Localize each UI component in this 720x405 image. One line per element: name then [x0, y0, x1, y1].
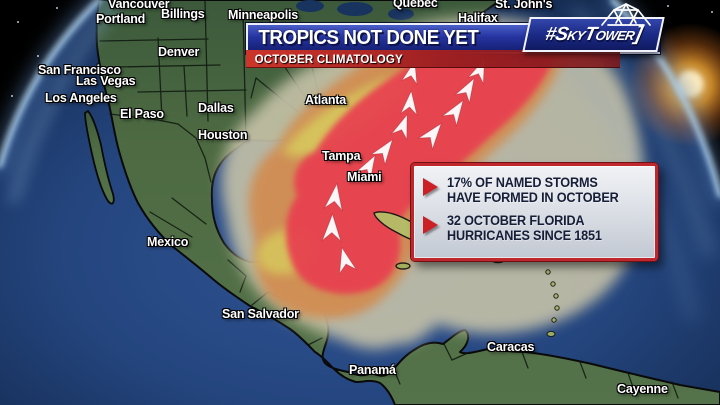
city-label-los-angeles: Los Angeles: [45, 91, 117, 105]
subtitle-text: OCTOBER CLIMATOLOGY: [254, 51, 403, 66]
climatology-overlays: [221, 17, 644, 349]
subtitle-banner: OCTOBER CLIMATOLOGY: [246, 50, 620, 68]
red-triangle-bullet-icon: [423, 178, 438, 196]
space-top-left: [0, 0, 99, 165]
storm-direction-arrow: [416, 122, 442, 151]
city-label-las-vegas: Las Vegas: [76, 74, 136, 88]
city-label-san-francisco: San Francisco: [38, 63, 121, 77]
storm-direction-arrow: [369, 138, 394, 166]
city-label-tampa: Tampa: [322, 149, 361, 163]
info-line: 17% OF NAMED STORMS: [447, 175, 598, 190]
city-label-quebec: Quebec: [393, 0, 438, 10]
info-line: HAVE FORMED IN OCTOBER: [447, 190, 619, 206]
city-label-miami: Miami: [347, 170, 382, 184]
city-label-san-salvador: San Salvador: [222, 307, 299, 321]
city-label-houston: Houston: [198, 128, 248, 142]
storm-direction-arrow: [399, 89, 418, 117]
lake: [337, 2, 373, 16]
skytower-hashtag-text: #SkyTower: [543, 24, 637, 45]
storm-direction-arrow: [323, 182, 343, 212]
lake: [296, 0, 324, 12]
info-item-text: 17% OF NAMED STORMS HAVE FORMED IN OCTOB…: [447, 175, 619, 205]
info-line: HURRICANES SINCE 1851: [447, 228, 602, 244]
info-item-text: 32 OCTOBER FLORIDA HURRICANES SINCE 1851: [447, 213, 602, 243]
lesser-antilles: [545, 269, 560, 338]
storm-direction-arrow: [321, 212, 342, 243]
skytower-dome-icon: [601, 3, 651, 26]
city-label-panam-: Panamá: [349, 363, 396, 377]
island-jamaica: [395, 262, 411, 270]
city-label-caracas: Caracas: [487, 340, 535, 354]
storm-direction-arrow: [441, 99, 464, 127]
headline-text: TROPICS NOT DONE YET: [258, 27, 479, 49]
city-label-cayenne: Cayenne: [617, 382, 668, 396]
red-triangle-bullet-icon: [423, 216, 438, 235]
city-label-denver: Denver: [158, 45, 200, 59]
info-item: 32 OCTOBER FLORIDA HURRICANES SINCE 1851: [423, 213, 647, 243]
city-label-halifax: Halifax: [458, 11, 498, 25]
city-label-minneapolis: Minneapolis: [228, 8, 299, 22]
lake: [388, 8, 414, 20]
storm-direction-arrow: [390, 113, 408, 141]
city-label-dallas: Dallas: [198, 101, 234, 115]
storm-direction-arrow: [355, 154, 376, 182]
info-line: 32 OCTOBER FLORIDA: [447, 213, 585, 229]
land-baja-california: [84, 109, 115, 205]
storm-direction-arrow: [339, 246, 358, 275]
city-label-mexico: Mexico: [147, 235, 189, 249]
city-label-st-john-s: St. John's: [495, 0, 553, 11]
city-label-atlanta: Atlanta: [305, 93, 346, 107]
city-label-billings: Billings: [161, 7, 205, 21]
city-label-portland: Portland: [96, 12, 146, 26]
city-label-vancouver: Vancouver: [108, 0, 170, 11]
climatology-info-box: 17% OF NAMED STORMS HAVE FORMED IN OCTOB…: [411, 163, 658, 261]
stars: [11, 5, 713, 97]
storm-direction-arrow: [454, 77, 475, 105]
info-item: 17% OF NAMED STORMS HAVE FORMED IN OCTOB…: [423, 175, 647, 205]
city-label-el-paso: El Paso: [120, 107, 164, 121]
